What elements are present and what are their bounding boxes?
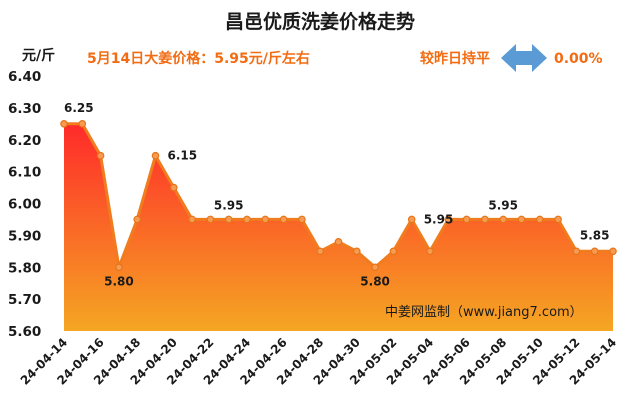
data-point <box>316 247 325 256</box>
y-tick-label: 5.90 <box>8 228 41 244</box>
data-label: 5.95 <box>214 198 244 212</box>
y-tick-label: 5.80 <box>8 260 41 276</box>
data-label: 5.80 <box>104 274 134 288</box>
y-tick-label: 5.70 <box>8 292 41 308</box>
x-axis: 24-04-1424-04-1624-04-1824-04-2024-04-22… <box>18 335 619 387</box>
data-point <box>243 215 251 224</box>
data-point <box>389 247 398 256</box>
data-point <box>334 238 343 246</box>
data-point <box>462 215 471 224</box>
data-point <box>407 215 416 224</box>
data-point <box>554 215 562 224</box>
data-point <box>481 215 489 224</box>
data-point <box>261 215 270 224</box>
data-point <box>298 215 306 224</box>
y-tick-label: 6.10 <box>8 165 41 181</box>
series-area <box>64 123 613 331</box>
data-point <box>151 151 160 160</box>
data-point <box>426 247 434 256</box>
data-label: 5.85 <box>580 228 610 242</box>
data-point <box>499 215 508 224</box>
data-point <box>572 247 581 256</box>
data-point <box>371 263 379 272</box>
data-point <box>444 215 453 224</box>
double-arrow-icon <box>501 44 547 72</box>
data-point <box>279 215 288 224</box>
y-tick-label: 5.60 <box>8 324 41 340</box>
data-point <box>535 215 544 224</box>
chart-title: 昌邑优质洗姜价格走势 <box>225 10 415 33</box>
plot-area: 6.25 5.80 6.15 5.95 5.80 5.95 5.95 5.85 <box>60 101 617 331</box>
data-label: 5.95 <box>424 212 454 226</box>
data-point <box>96 151 105 160</box>
data-point <box>224 215 233 224</box>
y-tick-label: 6.20 <box>8 133 41 149</box>
data-point <box>206 215 215 224</box>
y-tick-label: 6.30 <box>8 101 41 117</box>
data-point <box>170 183 178 192</box>
data-point <box>115 263 123 272</box>
y-tick-label: 6.00 <box>8 197 41 213</box>
data-label: 6.15 <box>168 149 198 163</box>
data-point <box>60 120 68 128</box>
data-point <box>609 247 617 256</box>
data-point <box>133 215 142 224</box>
data-label: 5.95 <box>488 198 518 212</box>
y-axis-unit: 元/斤 <box>22 47 55 64</box>
change-percent: 0.00% <box>554 51 603 67</box>
today-price-note: 5月14日大姜价格：5.95元/斤左右 <box>87 50 310 67</box>
data-point <box>352 247 361 256</box>
data-label: 6.25 <box>64 101 94 115</box>
y-axis: 5.60 5.70 5.80 5.90 6.00 6.10 6.20 6.30 6.40 <box>8 69 41 340</box>
source-note: 中姜网监制（www.jiang7.com） <box>385 305 583 320</box>
compare-label: 较昨日持平 <box>420 50 490 67</box>
data-point <box>78 120 87 128</box>
data-point <box>188 215 196 224</box>
data-point <box>517 215 526 224</box>
data-point <box>590 247 599 256</box>
y-tick-label: 6.40 <box>8 69 41 85</box>
data-label: 5.80 <box>360 274 390 288</box>
